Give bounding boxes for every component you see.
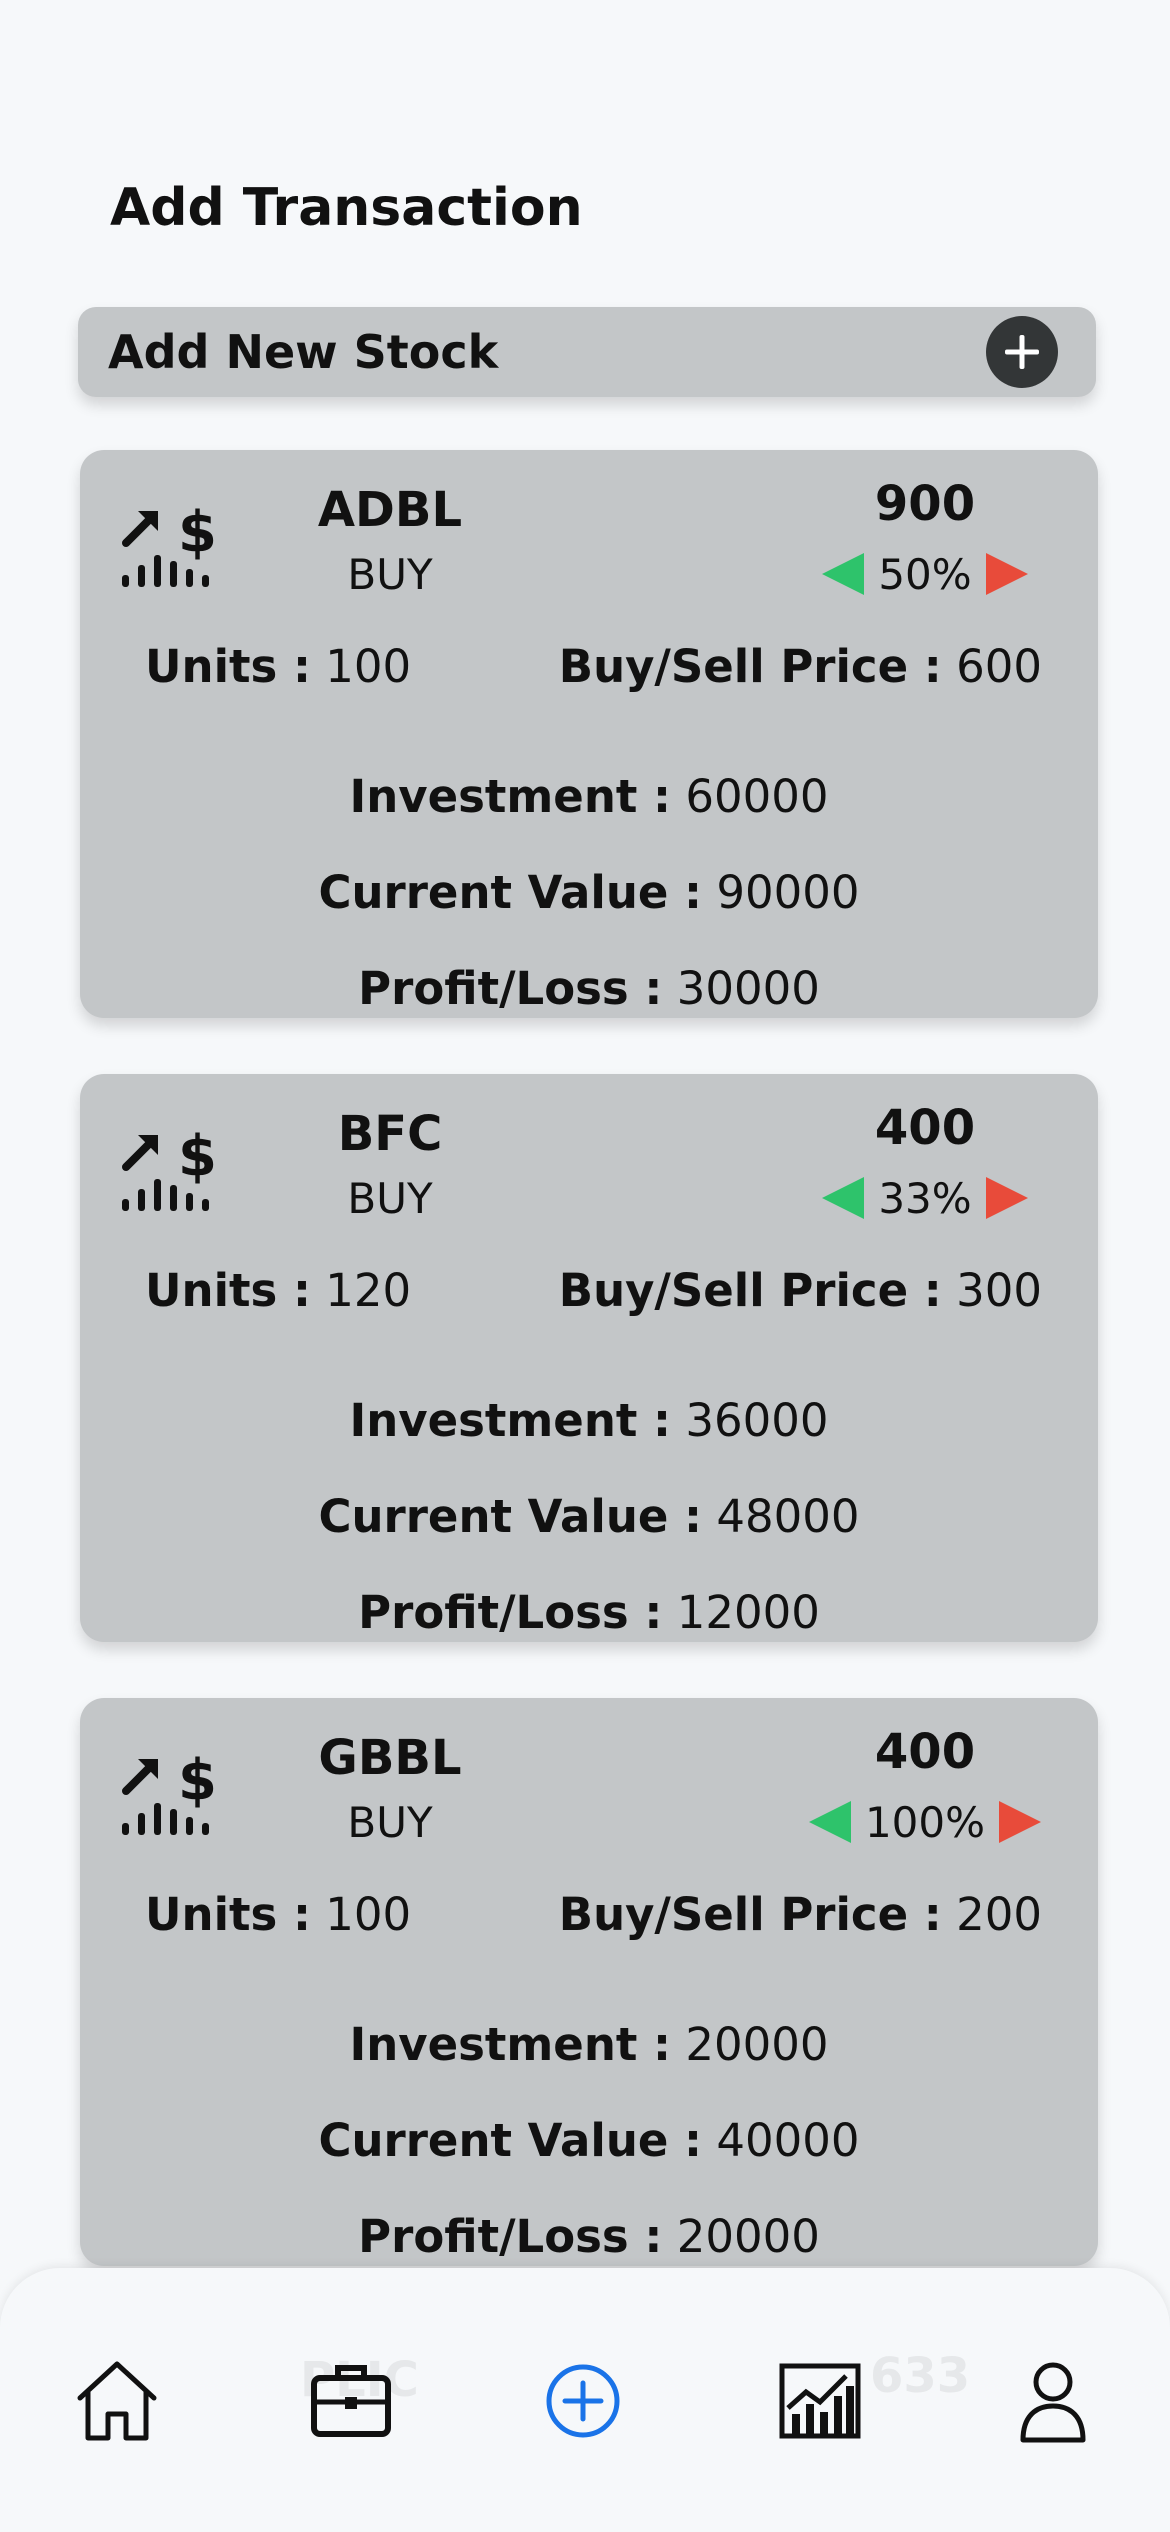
current-value-label: Current Value : bbox=[318, 1490, 703, 1543]
profit-loss-value: 30000 bbox=[676, 962, 820, 1015]
svg-text:$: $ bbox=[178, 1748, 217, 1813]
change-row: 100% bbox=[780, 1795, 1070, 1849]
investment-label: Investment : bbox=[349, 1394, 672, 1447]
investment-value: 36000 bbox=[685, 1394, 829, 1447]
portfolio-briefcase-icon[interactable] bbox=[306, 2356, 396, 2446]
investment-row: Investment : 36000 bbox=[80, 1394, 1098, 1447]
buy-sell-price-label: Buy/Sell Price : bbox=[558, 1264, 942, 1317]
units-label: Units : bbox=[145, 1264, 311, 1317]
buy-sell-price-value: 300 bbox=[956, 1264, 1042, 1317]
add-new-stock-label: Add New Stock bbox=[108, 325, 499, 379]
buy-sell-price-label: Buy/Sell Price : bbox=[558, 1888, 942, 1941]
stock-symbol: BFC bbox=[337, 1106, 443, 1162]
current-value-value: 40000 bbox=[716, 2114, 860, 2167]
transaction-type: BUY bbox=[347, 1798, 433, 1847]
current-value-value: 90000 bbox=[716, 866, 860, 919]
stock-dollar-icon: $ bbox=[122, 1748, 217, 1835]
current-value-row: Current Value : 40000 bbox=[80, 2114, 1098, 2167]
transaction-type: BUY bbox=[347, 550, 433, 599]
stock-card[interactable]: $ BFC BUY 400 33% Units : 120 Buy/Sell P… bbox=[80, 1074, 1098, 1642]
current-value-label: Current Value : bbox=[318, 2114, 703, 2167]
investment-row: Investment : 60000 bbox=[80, 770, 1098, 823]
stock-symbol: ADBL bbox=[317, 482, 463, 538]
profit-loss-label: Profit/Loss : bbox=[358, 2210, 663, 2263]
units-row: Units : 100 bbox=[145, 640, 411, 693]
down-arrow-icon bbox=[985, 553, 1028, 595]
investment-row: Investment : 20000 bbox=[80, 2018, 1098, 2071]
units-value: 100 bbox=[325, 1888, 412, 1941]
investment-label: Investment : bbox=[349, 2018, 672, 2071]
units-value: 100 bbox=[325, 640, 412, 693]
units-row: Units : 100 bbox=[145, 1888, 411, 1941]
current-value-row: Current Value : 90000 bbox=[80, 866, 1098, 919]
buy-sell-price-value: 600 bbox=[956, 640, 1042, 693]
units-row: Units : 120 bbox=[145, 1264, 411, 1317]
add-transaction-icon[interactable] bbox=[538, 2356, 628, 2446]
buy-sell-price-label: Buy/Sell Price : bbox=[558, 640, 942, 693]
stock-card[interactable]: $ GBBL BUY 400 100% Units : 100 Buy/Sell… bbox=[80, 1698, 1098, 2266]
investment-value: 60000 bbox=[685, 770, 829, 823]
stock-price: 900 bbox=[874, 476, 976, 532]
current-value-row: Current Value : 48000 bbox=[80, 1490, 1098, 1543]
add-stock-button[interactable] bbox=[986, 316, 1058, 388]
transaction-type: BUY bbox=[347, 1174, 433, 1223]
investment-value: 20000 bbox=[685, 2018, 829, 2071]
scrolled-card-price: 633 bbox=[870, 2348, 971, 2404]
buy-sell-price-row: Buy/Sell Price : 600 bbox=[559, 640, 1042, 693]
svg-text:$: $ bbox=[178, 500, 217, 565]
investment-label: Investment : bbox=[349, 770, 672, 823]
stock-card[interactable]: $ ADBL BUY 900 50% Units : 100 Buy/Sell … bbox=[80, 450, 1098, 1018]
profit-loss-row: Profit/Loss : 20000 bbox=[80, 2210, 1098, 2263]
svg-text:$: $ bbox=[178, 1124, 217, 1189]
down-arrow-icon bbox=[985, 1177, 1028, 1219]
add-new-stock-bar[interactable]: Add New Stock bbox=[78, 307, 1096, 397]
chart-icon[interactable] bbox=[774, 2356, 864, 2446]
up-arrow-icon bbox=[822, 553, 865, 595]
current-value-label: Current Value : bbox=[318, 866, 703, 919]
page-title: Add Transaction bbox=[110, 178, 583, 238]
units-label: Units : bbox=[145, 1888, 311, 1941]
up-arrow-icon bbox=[822, 1177, 865, 1219]
change-row: 33% bbox=[780, 1171, 1070, 1225]
change-row: 50% bbox=[780, 547, 1070, 601]
profit-loss-row: Profit/Loss : 12000 bbox=[80, 1586, 1098, 1639]
change-percent: 50% bbox=[878, 549, 972, 599]
stock-dollar-icon: $ bbox=[122, 500, 217, 587]
stock-price: 400 bbox=[874, 1724, 976, 1780]
units-value: 120 bbox=[325, 1264, 412, 1317]
buy-sell-price-value: 200 bbox=[956, 1888, 1042, 1941]
change-percent: 100% bbox=[864, 1797, 986, 1847]
home-icon[interactable] bbox=[72, 2356, 162, 2446]
change-percent: 33% bbox=[878, 1173, 972, 1223]
stock-dollar-icon: $ bbox=[122, 1124, 217, 1211]
profit-loss-value: 20000 bbox=[676, 2210, 820, 2263]
down-arrow-icon bbox=[999, 1801, 1042, 1843]
stock-price: 400 bbox=[874, 1100, 976, 1156]
buy-sell-price-row: Buy/Sell Price : 200 bbox=[559, 1888, 1042, 1941]
up-arrow-icon bbox=[808, 1801, 851, 1843]
units-label: Units : bbox=[145, 640, 311, 693]
current-value-value: 48000 bbox=[716, 1490, 860, 1543]
profile-icon[interactable] bbox=[1008, 2356, 1098, 2446]
profit-loss-row: Profit/Loss : 30000 bbox=[80, 962, 1098, 1015]
profit-loss-value: 12000 bbox=[676, 1586, 820, 1639]
profit-loss-label: Profit/Loss : bbox=[358, 1586, 663, 1639]
profit-loss-label: Profit/Loss : bbox=[358, 962, 663, 1015]
stock-symbol: GBBL bbox=[318, 1730, 462, 1786]
buy-sell-price-row: Buy/Sell Price : 300 bbox=[559, 1264, 1042, 1317]
